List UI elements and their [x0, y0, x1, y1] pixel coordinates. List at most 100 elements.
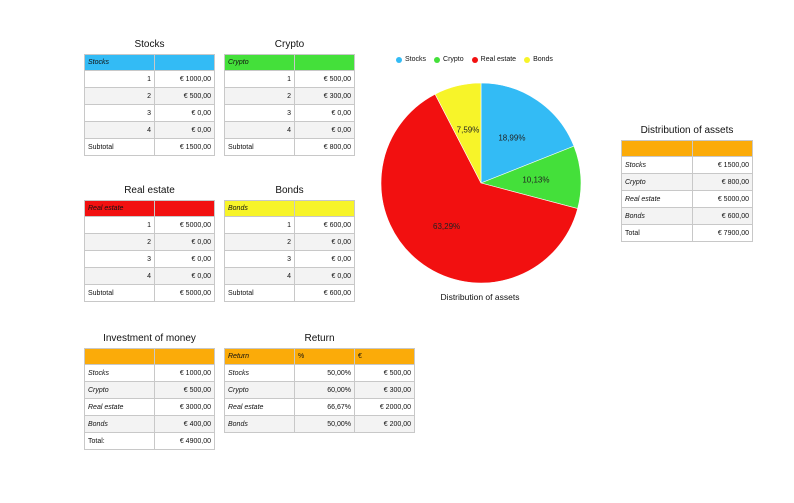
bonds-header-empty[interactable] [294, 200, 355, 217]
stocks-row-num[interactable]: 4 [84, 121, 155, 139]
bonds-row-value[interactable]: € 600,00 [294, 216, 355, 234]
stocks-row-value[interactable]: € 1000,00 [154, 70, 215, 88]
pie-slice-stocks[interactable] [480, 82, 575, 184]
bonds-row-num[interactable]: 3 [224, 250, 295, 268]
bonds-subtotal-value[interactable]: € 600,00 [294, 284, 355, 302]
return-row-label[interactable]: Crypto [224, 381, 295, 399]
bonds-row-num[interactable]: 2 [224, 233, 295, 251]
return-row-value[interactable]: € 300,00 [354, 381, 415, 399]
crypto-subtotal-value[interactable]: € 800,00 [294, 138, 355, 156]
investment-row-value[interactable]: € 500,00 [154, 381, 215, 399]
real-estate-row-value[interactable]: € 5000,00 [154, 216, 215, 234]
distribution-row-value[interactable]: € 800,00 [692, 173, 753, 191]
bonds-row-value[interactable]: € 0,00 [294, 233, 355, 251]
return-row-value[interactable]: € 500,00 [354, 364, 415, 382]
distribution-row-value[interactable]: € 1500,00 [692, 156, 753, 174]
return-header-pct[interactable]: % [294, 348, 355, 365]
stocks-row-value[interactable]: € 500,00 [154, 87, 215, 105]
distribution-header-empty[interactable] [692, 140, 753, 157]
pie-slice-bonds[interactable] [434, 82, 482, 184]
distribution-row-value[interactable]: € 600,00 [692, 207, 753, 225]
real-estate-row-num[interactable]: 4 [84, 267, 155, 285]
stocks-subtotal-value[interactable]: € 1500,00 [154, 138, 215, 156]
investment-row-label[interactable]: Real estate [84, 398, 155, 416]
real-estate-subtotal-value[interactable]: € 5000,00 [154, 284, 215, 302]
investment-row-label[interactable]: Crypto [84, 381, 155, 399]
real-estate-table: Real estate 1 € 5000,00 2 € 0,00 3 € 0,00 4… [84, 200, 215, 302]
return-row-pct[interactable]: 60,00% [294, 381, 355, 399]
investment-row-label[interactable]: Bonds [84, 415, 155, 433]
legend-item-stocks[interactable]: Stocks [396, 56, 426, 63]
distribution-total-label[interactable]: Total [621, 224, 693, 242]
stocks-row-value[interactable]: € 0,00 [154, 121, 215, 139]
stocks-row-num[interactable]: 3 [84, 104, 155, 122]
distribution-row-value[interactable]: € 5000,00 [692, 190, 753, 208]
stocks-row-value[interactable]: € 0,00 [154, 104, 215, 122]
investment-total-label[interactable]: Total: [84, 432, 155, 450]
crypto-row-num[interactable]: 2 [224, 87, 295, 105]
return-row-label[interactable]: Bonds [224, 415, 295, 433]
stocks-subtotal-label[interactable]: Subtotal [84, 138, 155, 156]
crypto-header-empty[interactable] [294, 54, 355, 71]
distribution-header-empty[interactable] [621, 140, 693, 157]
return-row-value[interactable]: € 2000,00 [354, 398, 415, 416]
investment-title: Investment of money [103, 333, 196, 344]
investment-header-empty[interactable] [154, 348, 215, 365]
pie-slice-crypto[interactable] [480, 145, 582, 209]
investment-row-value[interactable]: € 1000,00 [154, 364, 215, 382]
distribution-total-value[interactable]: € 7900,00 [692, 224, 753, 242]
investment-row-value[interactable]: € 400,00 [154, 415, 215, 433]
crypto-row-num[interactable]: 4 [224, 121, 295, 139]
bonds-subtotal-label[interactable]: Subtotal [224, 284, 295, 302]
crypto-row-value[interactable]: € 500,00 [294, 70, 355, 88]
real-estate-header-empty[interactable] [154, 200, 215, 217]
real-estate-row-value[interactable]: € 0,00 [154, 250, 215, 268]
legend-item-real-estate[interactable]: Real estate [471, 56, 516, 63]
return-row-label[interactable]: Real estate [224, 398, 295, 416]
stocks-row-num[interactable]: 1 [84, 70, 155, 88]
distribution-row-label[interactable]: Crypto [621, 173, 693, 191]
bonds-title: Bonds [275, 185, 304, 196]
bonds-header-cell[interactable]: Bonds [224, 200, 295, 217]
real-estate-row-value[interactable]: € 0,00 [154, 233, 215, 251]
stocks-header-empty[interactable] [154, 54, 215, 71]
return-header-euro[interactable]: € [354, 348, 415, 365]
return-row-pct[interactable]: 50,00% [294, 415, 355, 433]
bonds-row-value[interactable]: € 0,00 [294, 267, 355, 285]
real-estate-row-num[interactable]: 3 [84, 250, 155, 268]
distribution-row-label[interactable]: Real estate [621, 190, 693, 208]
crypto-row-num[interactable]: 3 [224, 104, 295, 122]
crypto-row-num[interactable]: 1 [224, 70, 295, 88]
crypto-row-value[interactable]: € 300,00 [294, 87, 355, 105]
stocks-row-num[interactable]: 2 [84, 87, 155, 105]
distribution-row-label[interactable]: Stocks [621, 156, 693, 174]
investment-row-label[interactable]: Stocks [84, 364, 155, 382]
real-estate-row-value[interactable]: € 0,00 [154, 267, 215, 285]
legend-item-crypto[interactable]: Crypto [434, 56, 464, 63]
investment-row-value[interactable]: € 3000,00 [154, 398, 215, 416]
real-estate-subtotal-label[interactable]: Subtotal [84, 284, 155, 302]
bonds-row-num[interactable]: 1 [224, 216, 295, 234]
return-row-pct[interactable]: 66,67% [294, 398, 355, 416]
distribution-row-label[interactable]: Bonds [621, 207, 693, 225]
bonds-row-value[interactable]: € 0,00 [294, 250, 355, 268]
crypto-header-cell[interactable]: Crypto [224, 54, 295, 71]
stocks-header-cell[interactable]: Stocks [84, 54, 155, 71]
pie-label-crypto: 10,13% [522, 176, 549, 185]
legend-item-bonds[interactable]: Bonds [524, 56, 553, 63]
real-estate-header-cell[interactable]: Real estate [84, 200, 155, 217]
return-row-label[interactable]: Stocks [224, 364, 295, 382]
real-estate-row-num[interactable]: 1 [84, 216, 155, 234]
pie-slice-real-estate[interactable] [380, 93, 579, 284]
return-row-pct[interactable]: 50,00% [294, 364, 355, 382]
investment-header-empty[interactable] [84, 348, 155, 365]
real-estate-row-num[interactable]: 2 [84, 233, 155, 251]
bonds-row-num[interactable]: 4 [224, 267, 295, 285]
crypto-row-value[interactable]: € 0,00 [294, 121, 355, 139]
stocks-table: Stocks 1 € 1000,00 2 € 500,00 3 € 0,00 4 € 0… [84, 54, 215, 156]
crypto-row-value[interactable]: € 0,00 [294, 104, 355, 122]
investment-total-value[interactable]: € 4900,00 [154, 432, 215, 450]
return-header-label[interactable]: Return [224, 348, 295, 365]
return-row-value[interactable]: € 200,00 [354, 415, 415, 433]
crypto-subtotal-label[interactable]: Subtotal [224, 138, 295, 156]
